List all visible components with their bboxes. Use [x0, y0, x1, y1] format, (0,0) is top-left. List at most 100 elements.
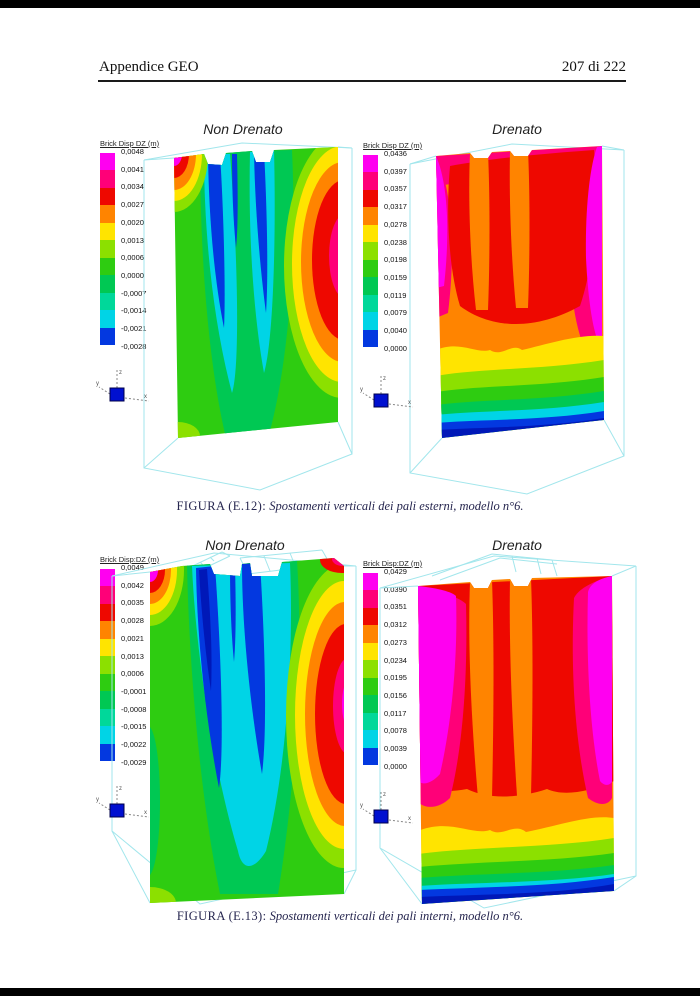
legend-value: -0,0022: [121, 740, 147, 750]
figure-caption-e13: FIGURA (E.13): Spostamenti verticali dei…: [0, 909, 700, 924]
contour-plot-e12-drenato: [409, 143, 625, 495]
legend-value: 0,0390: [384, 584, 407, 594]
color-scale-block: [363, 625, 378, 643]
color-scale-block: [363, 172, 378, 190]
header-rule: [98, 80, 626, 82]
wireframe-box: [143, 142, 353, 491]
legend-value: 0,0317: [384, 202, 407, 212]
legend-value: 0,0000: [384, 343, 407, 353]
axis-triad: z y x: [360, 792, 414, 824]
legend-value: -0,0001: [121, 687, 147, 697]
origin-cube: [109, 387, 125, 402]
caption-text: Spostamenti verticali dei pali interni, …: [266, 909, 524, 923]
color-scale-block: [100, 656, 115, 674]
color-scale-block: [100, 240, 115, 258]
legend-values: 0,0049 0,0042 0,0035 0,0028 0,0021 0,0013 0,00…: [121, 563, 146, 767]
legend-value: 0,0397: [384, 166, 407, 176]
legend-value: 0,0357: [384, 184, 407, 194]
legend-value: 0,0273: [384, 637, 407, 647]
contour-face: [150, 558, 344, 903]
color-scale-block: [100, 257, 115, 276]
legend-value: -0,0008: [121, 704, 147, 714]
color-scale-block: [100, 310, 115, 328]
legend-value: 0,0035: [121, 598, 144, 608]
axis-label-x: x: [408, 400, 411, 406]
color-scale-block: [363, 712, 378, 731]
color-scale-block: [363, 695, 378, 713]
figure-caption-e12: FIGURA (E.12): Spostamenti verticali dei…: [0, 499, 700, 514]
color-scale-block: [363, 277, 378, 295]
wireframe-box: [379, 553, 637, 909]
legend-value: -0,0015: [121, 722, 147, 732]
color-scale-bar: [100, 153, 115, 345]
legend-value: 0,0006: [121, 669, 144, 679]
axis-label-x: x: [144, 394, 147, 400]
legend-value: 0,0049: [121, 563, 144, 572]
legend-e13-non-drenato: Brick Disp:DZ (m) 0,0049 0,0042 0,0035 0,00…: [100, 555, 159, 767]
legend-value: 0,0159: [384, 273, 407, 283]
legend-value: 0,0312: [384, 620, 407, 630]
legend-value: 0,0048: [121, 147, 144, 156]
color-scale-block: [363, 329, 378, 347]
legend-value: 0,0000: [121, 271, 144, 281]
legend-value: 0,0436: [384, 149, 407, 158]
color-scale-block: [100, 726, 115, 744]
color-scale-block: [363, 607, 378, 626]
panel-title-e13-non-drenato: Non Drenato: [205, 537, 285, 553]
caption-label: FIGURA (E.13):: [176, 909, 267, 923]
color-scale-block: [363, 242, 378, 260]
axis-label-x: x: [144, 810, 147, 816]
legend-value: 0,0039: [384, 744, 407, 754]
color-scale-block: [100, 638, 115, 657]
legend-value: 0,0028: [121, 616, 144, 626]
legend-title: Brick Disp:DZ (m): [100, 555, 160, 564]
legend-value: 0,0006: [121, 253, 144, 263]
color-scale-block: [100, 327, 115, 345]
color-scale-block: [100, 586, 115, 604]
page-top-border: [0, 0, 700, 8]
color-scale-block: [100, 743, 115, 761]
axis-triad: z y x: [96, 370, 150, 402]
panel-title-e13-drenato: Drenato: [492, 537, 542, 553]
axis-label-y: y: [96, 797, 99, 803]
legend-values: 0,0429 0,0390 0,0351 0,0312 0,0273 0,0234 0,01…: [384, 567, 407, 771]
color-scale-block: [363, 312, 378, 330]
legend-title: Brick Disp:DZ (m): [363, 559, 423, 568]
legend-e13-drenato: Brick Disp:DZ (m) 0,0429 0,0390 0,0351 0,03…: [363, 559, 422, 771]
color-scale-block: [100, 569, 115, 587]
legend-value: 0,0041: [121, 164, 144, 174]
legend-value: 0,0351: [384, 602, 407, 612]
color-scale-bar: [363, 573, 378, 765]
color-scale-block: [100, 292, 115, 311]
color-scale-block: [100, 205, 115, 223]
color-scale-block: [100, 708, 115, 727]
origin-cube: [373, 809, 389, 824]
legend-value: 0,0234: [384, 655, 407, 665]
legend-value: -0,0007: [121, 288, 147, 298]
axis-label-y: y: [96, 381, 99, 387]
legend-value: 0,0119: [384, 290, 407, 300]
legend-title: Brick Disp DZ (m): [100, 139, 160, 148]
color-scale-bar: [363, 155, 378, 347]
color-scale-block: [363, 677, 378, 696]
axis-label-z: z: [119, 786, 122, 792]
legend-value: -0,0014: [121, 306, 147, 316]
legend-e12-drenato: Brick Disp DZ (m) 0,0436 0,0397 0,0357 0,03…: [363, 141, 422, 353]
legend-value: 0,0000: [384, 761, 407, 771]
legend-value: 0,0079: [384, 308, 407, 318]
color-scale-block: [100, 691, 115, 709]
legend-value: 0,0020: [121, 217, 144, 227]
legend-value: 0,0156: [384, 691, 407, 701]
header-left: Appendice GEO: [99, 59, 199, 75]
legend-value: 0,0013: [121, 651, 144, 661]
color-scale-block: [100, 187, 115, 206]
contour-plot-e13-drenato: [379, 553, 637, 909]
legend-value: -0,0021: [121, 324, 147, 334]
color-scale-block: [100, 222, 115, 241]
panel-title-e12-non-drenato: Non Drenato: [203, 121, 283, 137]
color-scale-block: [363, 573, 378, 591]
legend-value: -0,0028: [121, 341, 147, 351]
caption-label: FIGURA (E.12):: [176, 499, 267, 513]
legend-value: 0,0078: [384, 726, 407, 736]
